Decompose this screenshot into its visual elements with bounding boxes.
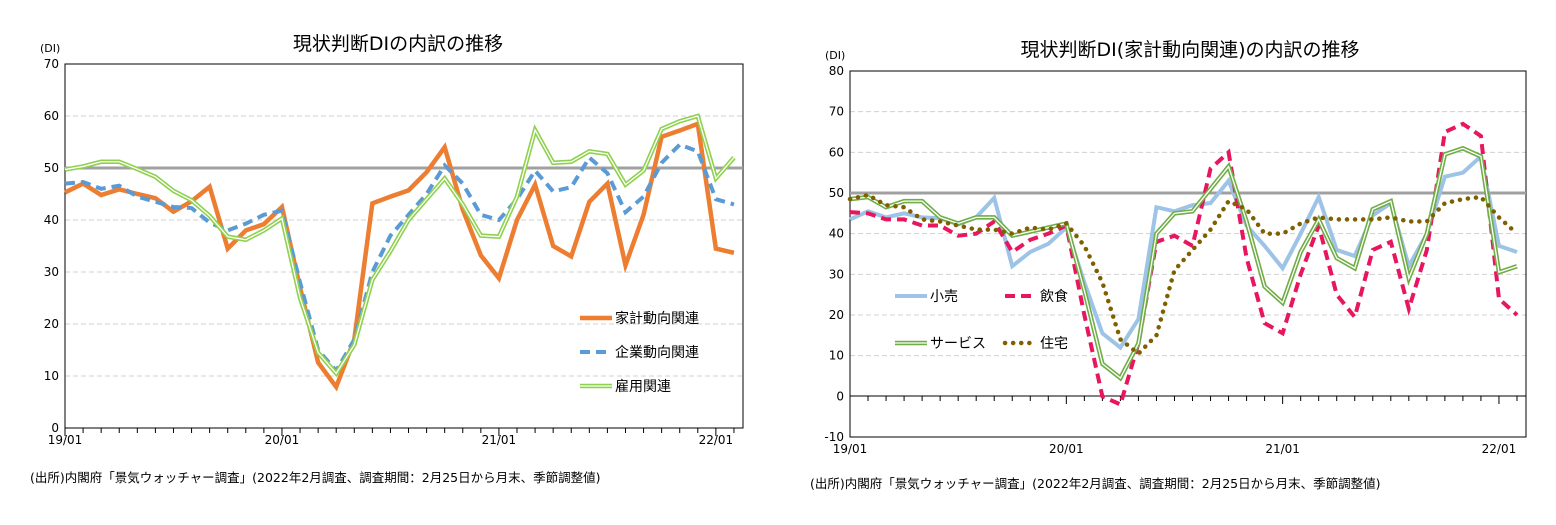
chart-title: 現状判断DIの内訳の推移 <box>293 33 503 55</box>
y-tick-label: 70 <box>829 105 844 119</box>
legend-label: 家計動向関連 <box>615 310 699 327</box>
x-tick-label: 22/01 <box>1482 442 1517 456</box>
series-line-0 <box>849 152 1518 351</box>
legend-label: サービス <box>930 336 986 352</box>
x-tick-label: 20/01 <box>1049 442 1084 456</box>
legend-label: 住宅 <box>1040 336 1068 352</box>
legend-label: 企業動向関連 <box>615 344 699 361</box>
y-tick-label: 0 <box>51 421 59 435</box>
legend-label: 小売 <box>930 289 958 305</box>
y-tick-label: 40 <box>829 227 844 241</box>
x-tick-label: 19/01 <box>48 433 83 447</box>
y-tick-label: 20 <box>829 308 844 322</box>
y-tick-label: 50 <box>44 161 59 175</box>
chart-right: 現状判断DI(家計動向関連)の内訳の推移 (DI) -10 0 10 20 30 40 50 60… <box>810 39 1527 491</box>
x-tick-label: 22/01 <box>699 433 734 447</box>
series-line-0 <box>64 120 735 392</box>
y-tick-label: 30 <box>829 267 844 281</box>
series-line-1 <box>849 121 1519 408</box>
chart-title: 現状判断DI(家計動向関連)の内訳の推移 <box>1020 39 1359 61</box>
y-tick-label: 10 <box>829 349 844 363</box>
plot-frame <box>849 70 1527 438</box>
x-tick-label: 21/01 <box>1265 442 1300 456</box>
y-tick-label: 30 <box>44 265 59 279</box>
y-tick-label: 20 <box>44 317 59 331</box>
x-tick-label: 19/01 <box>833 442 868 456</box>
x-tick-label: 21/01 <box>482 433 517 447</box>
y-axis-unit: (DI) <box>40 42 60 55</box>
y-tick-label: 40 <box>44 213 59 227</box>
source-note: (出所)内閣府「景気ウォッチャー調査」(2022年2月調査、調査期間：2月25日… <box>810 476 1381 491</box>
chart-left: 現状判断DIの内訳の推移 (DI) 0 10 20 30 40 50 60 70 19/01 20/0… <box>30 33 744 485</box>
series-line-2-inner <box>64 115 735 375</box>
y-tick-label: 80 <box>829 64 844 78</box>
y-tick-label: 10 <box>44 369 59 383</box>
y-tick-label: 70 <box>44 57 59 71</box>
y-axis-unit: (DI) <box>825 49 845 62</box>
legend-label: 飲食 <box>1040 288 1068 305</box>
series-line-1 <box>64 142 735 375</box>
y-tick-label: 60 <box>44 109 59 123</box>
series-line-3 <box>847 192 1520 357</box>
legend-label: 雇用関連 <box>615 378 671 395</box>
y-tick-label: 0 <box>836 389 844 403</box>
y-tick-label: -10 <box>824 430 844 444</box>
x-tick-label: 20/01 <box>265 433 300 447</box>
series-line-2-inner <box>849 147 1518 380</box>
y-tick-label: 50 <box>829 186 844 200</box>
source-note: (出所)内閣府「景気ウォッチャー調査」(2022年2月調査、調査期間：2月25日… <box>30 470 601 485</box>
plot-frame <box>64 63 744 429</box>
y-tick-label: 60 <box>829 145 844 159</box>
